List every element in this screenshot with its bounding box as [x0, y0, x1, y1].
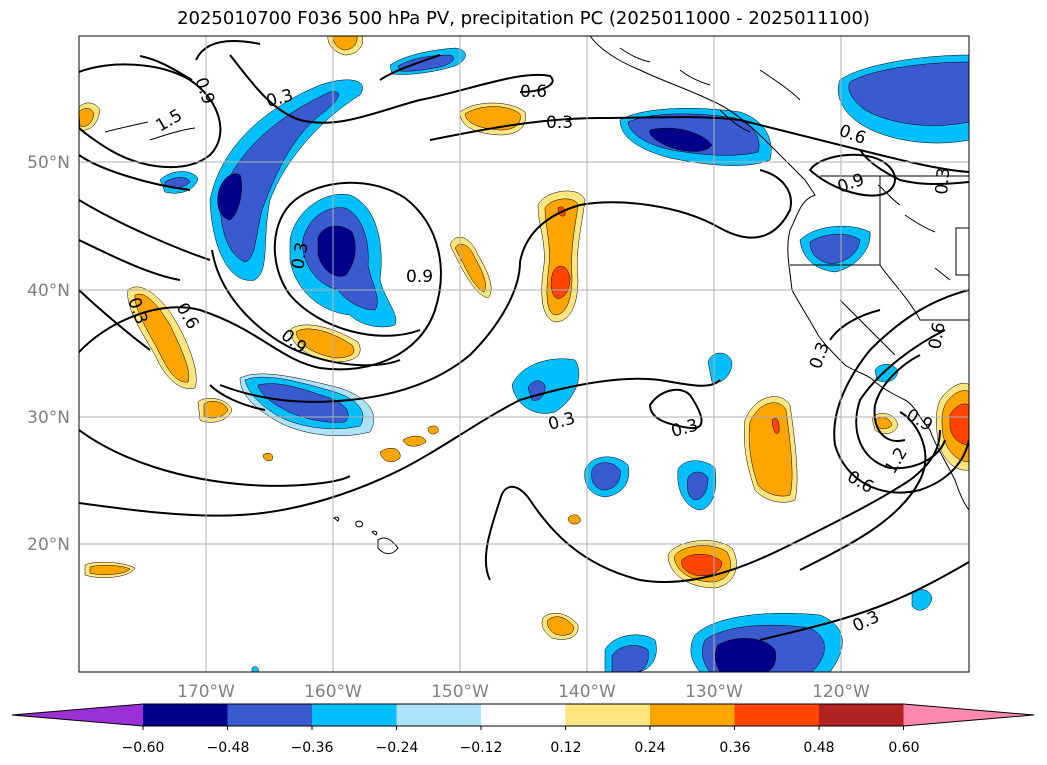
colorbar-tick-label: 0.36 — [719, 740, 750, 756]
gridlines — [79, 36, 969, 672]
colorbar-extend-low — [12, 704, 143, 726]
lon-label: 170°W — [177, 682, 235, 702]
lon-label: 130°W — [685, 682, 743, 702]
colorbar-segment — [396, 704, 482, 726]
colorbar-tick-label: 0.12 — [550, 740, 581, 756]
colorbar-segment — [227, 704, 313, 726]
coastlines — [104, 36, 969, 555]
colorbar-tick-label: −0.24 — [376, 740, 419, 756]
colorbar-extend-high — [903, 704, 1034, 726]
colorbar-labels: −0.60 −0.48 −0.36 −0.24 −0.12 0.12 0.24 … — [122, 740, 920, 756]
map-panel: 1.5 0.9 0.3 0.6 0.3 0.6 0.9 0.3 0.9 0.3 … — [79, 36, 969, 672]
contour-label: 0.6 — [520, 82, 547, 102]
colorbar-segment — [819, 704, 904, 726]
longitude-labels: 170°W 160°W 150°W 140°W 130°W 120°W — [177, 682, 870, 702]
lon-label: 140°W — [558, 682, 616, 702]
colorbar-tick-label: −0.36 — [291, 740, 334, 756]
colorbar-segment — [481, 704, 566, 726]
colorbar-segment — [650, 704, 735, 726]
lat-label: 40°N — [27, 281, 70, 301]
colorbar-segment — [565, 704, 651, 726]
contour-label: 0.3 — [288, 241, 312, 271]
map-frame — [78, 35, 970, 673]
lat-label: 20°N — [27, 535, 70, 555]
colorbar-tick-label: 0.24 — [634, 740, 665, 756]
pv-contours — [79, 40, 969, 641]
colorbar-tick-label: −0.12 — [460, 740, 503, 756]
contour-label: 0.6 — [925, 321, 949, 351]
colorbar-tick-label: −0.60 — [122, 740, 165, 756]
contour-label: 0.3 — [546, 113, 573, 133]
precipitation-shading — [79, 36, 969, 672]
lat-label: 50°N — [27, 153, 70, 173]
colorbar-segment — [312, 704, 397, 726]
lon-label: 150°W — [431, 682, 489, 702]
latitude-labels: 50°N 40°N 30°N 20°N — [27, 153, 70, 555]
map-title: 2025010700 F036 500 hPa PV, precipitatio… — [177, 8, 870, 29]
colorbar-segment — [143, 704, 228, 726]
contour-label: 0.3 — [932, 167, 954, 196]
contour-label: 0.9 — [406, 267, 433, 287]
colorbar-tick-label: 0.60 — [888, 740, 919, 756]
lon-label: 120°W — [812, 682, 870, 702]
colorbar-tick-label: −0.48 — [207, 740, 250, 756]
colorbar-tick-label: 0.48 — [803, 740, 834, 756]
colorbar-segment — [734, 704, 820, 726]
lat-label: 30°N — [27, 408, 70, 428]
lon-label: 160°W — [304, 682, 362, 702]
colorbar — [11, 703, 1035, 730]
